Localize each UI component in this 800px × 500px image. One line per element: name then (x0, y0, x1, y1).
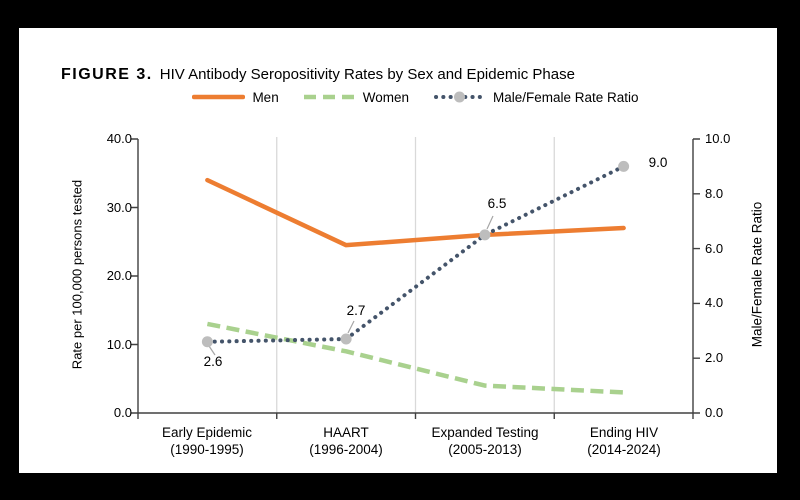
figure-number: FIGURE 3. (61, 66, 153, 83)
right-axis-tick: 10.0 (705, 131, 731, 146)
left-axis-tick: 10.0 (106, 337, 132, 352)
ratio-dotted-line-swatch-icon (433, 91, 485, 103)
figure-title-text: HIV Antibody Seropositivity Rates by Sex… (159, 66, 575, 83)
left-axis-tick: 40.0 (106, 131, 132, 146)
right-axis-title: Male/Female Rate Ratio (749, 201, 765, 348)
right-axis-tick: 4.0 (705, 295, 724, 310)
category-label-ending-hiv: Ending HIV (2014-2024) (587, 425, 661, 457)
legend-item-ratio: Male/Female Rate Ratio (433, 90, 639, 105)
category-label-haart: HAART (1996-2004) (309, 425, 383, 457)
category-label-expanded-testing: Expanded Testing (2005-2013) (431, 425, 539, 457)
legend-label-women: Women (362, 89, 409, 105)
right-axis-tick: 2.0 (705, 350, 724, 365)
left-axis-tick: 20.0 (106, 268, 132, 283)
left-axis-tick: 0.0 (113, 405, 132, 420)
ratio-data-label: 9.0 (648, 155, 668, 170)
ratio-data-label: 6.5 (487, 196, 507, 211)
women-dashed-line-swatch-icon (303, 94, 356, 100)
right-axis-tick: 8.0 (705, 186, 724, 201)
ratio-data-label: 2.6 (203, 354, 223, 369)
ratio-data-label: 2.7 (346, 303, 366, 318)
legend-label-men: Men (252, 89, 279, 105)
legend-label-ratio: Male/Female Rate Ratio (492, 89, 639, 105)
legend: Men Women Male/Female Rate Ratio (138, 85, 693, 109)
legend-item-men: Men (192, 89, 279, 105)
legend-item-women: Women (303, 90, 409, 105)
left-axis-tick: 30.0 (106, 200, 132, 215)
right-axis-tick: 6.0 (705, 241, 724, 256)
category-label-early-epidemic: Early Epidemic (1990-1995) (161, 425, 253, 457)
right-axis-tick: 0.0 (705, 405, 724, 420)
men-line-swatch-icon (192, 94, 246, 100)
left-axis-title: Rate per 100,000 persons tested (69, 179, 85, 370)
figure-title: FIGURE 3. HIV Antibody Seropositivity Rat… (61, 66, 575, 84)
